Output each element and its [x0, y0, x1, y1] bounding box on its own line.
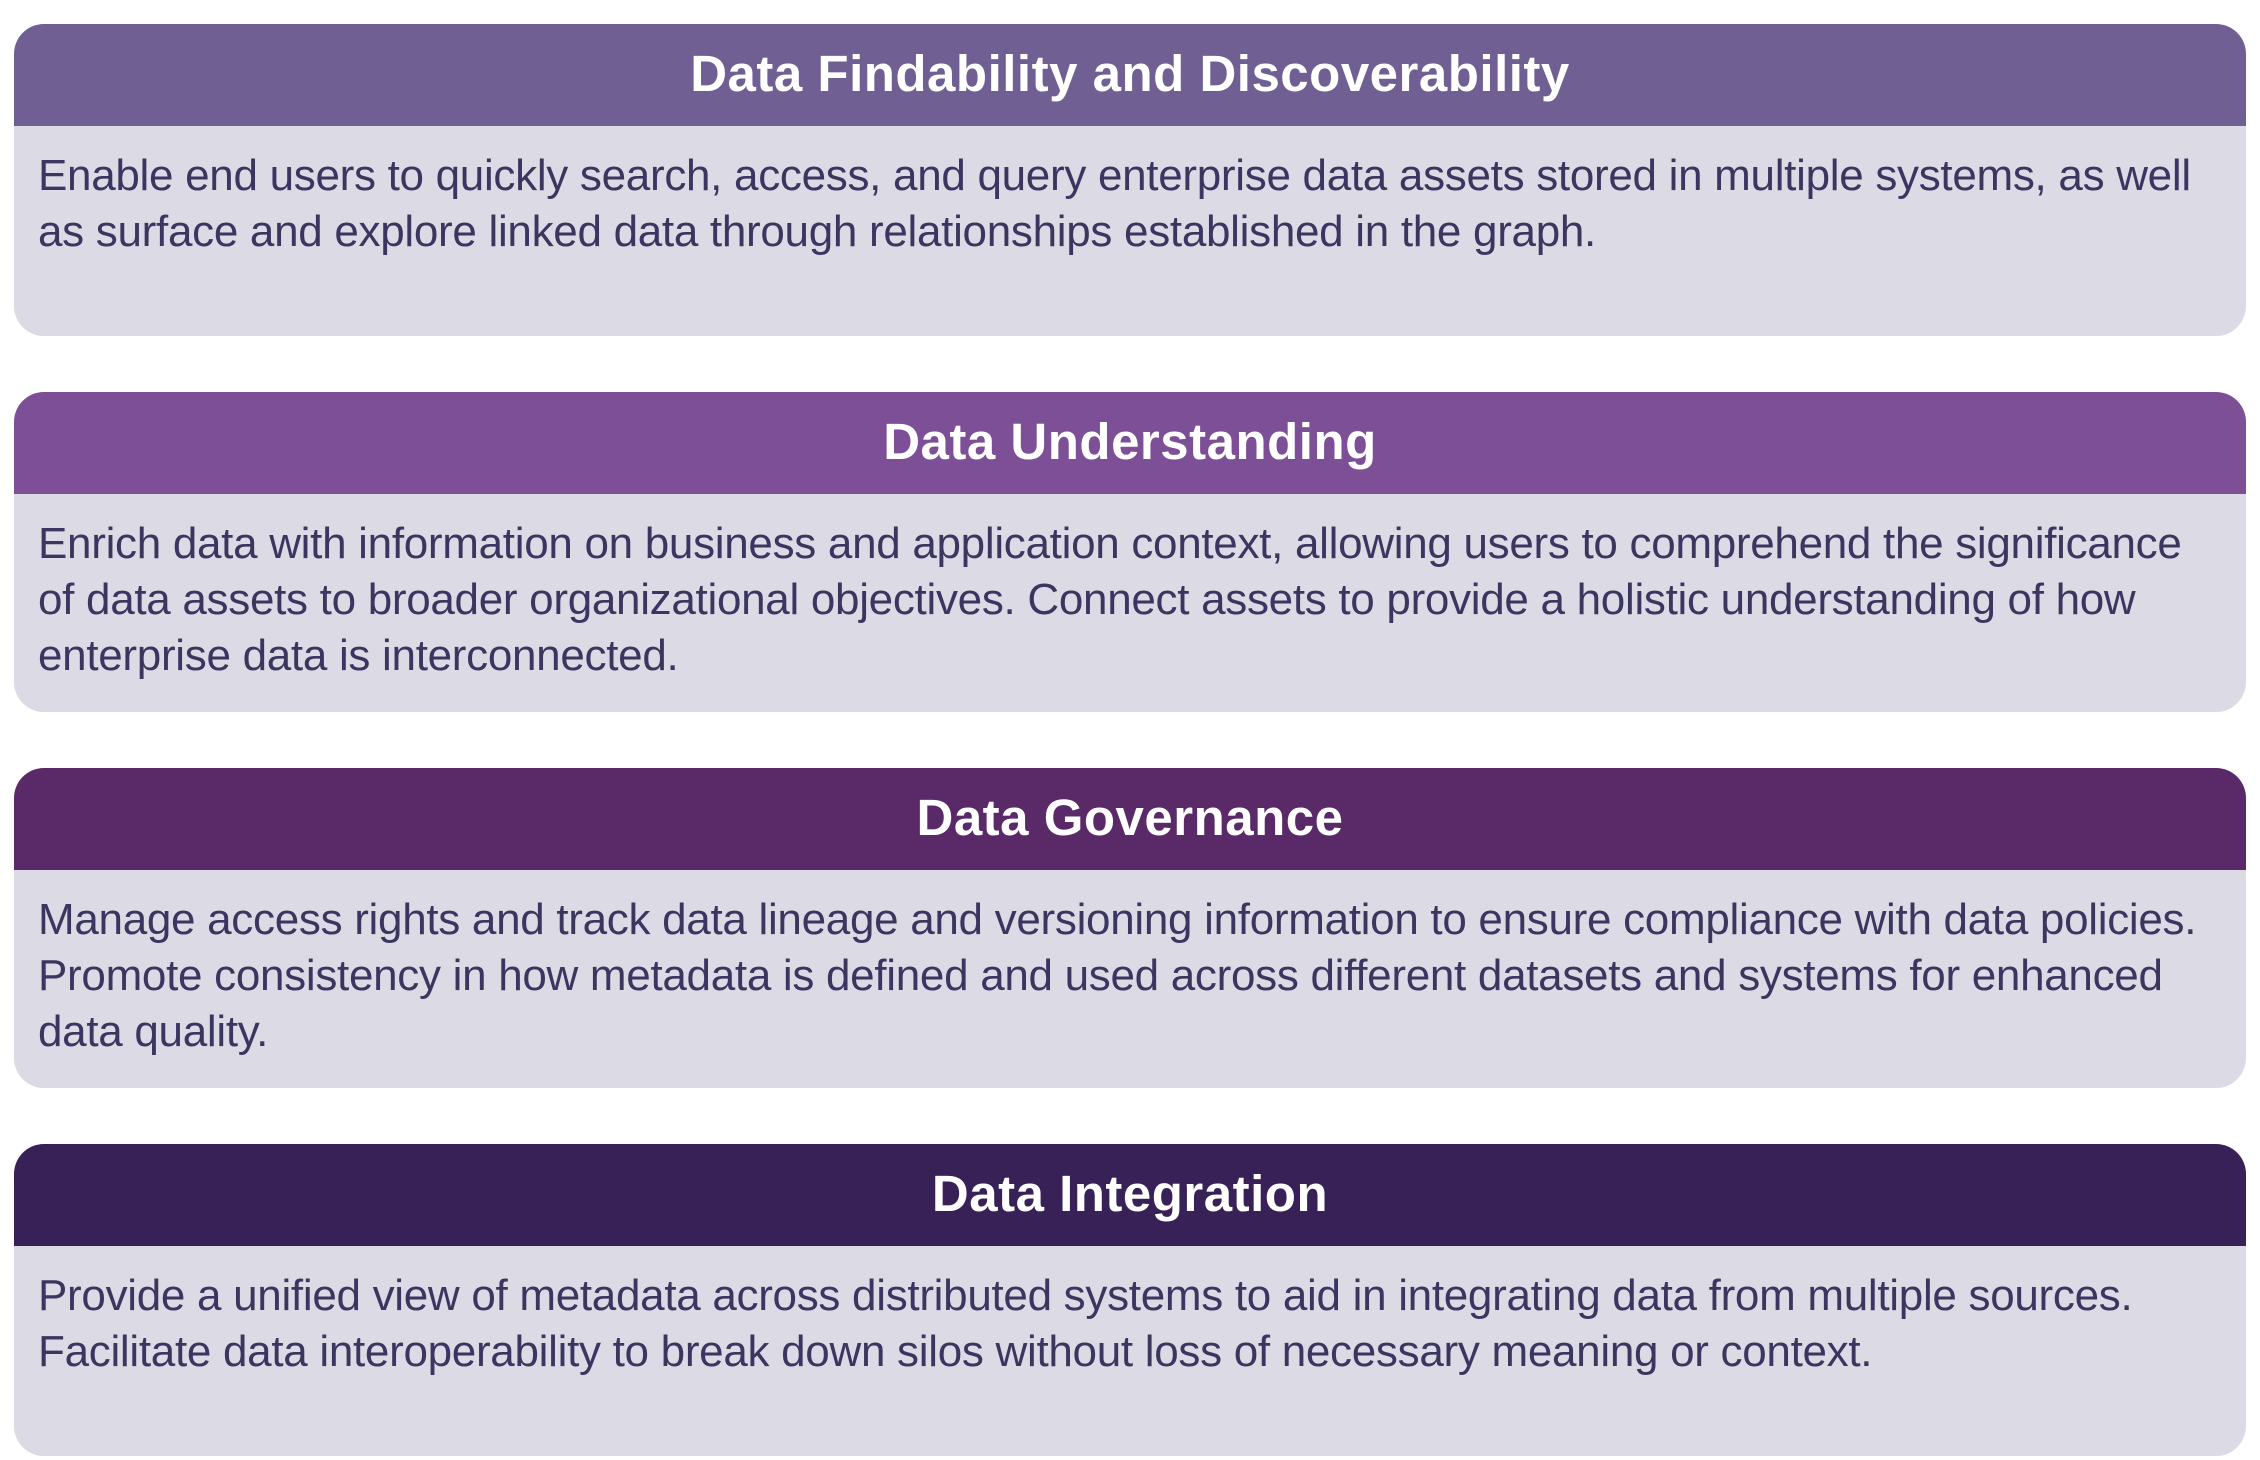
- card-body-data-findability: Enable end users to quickly search, acce…: [14, 126, 2246, 336]
- card-header-data-findability: Data Findability and Discoverability: [14, 24, 2246, 126]
- card-title: Data Integration: [931, 1164, 1329, 1222]
- card-title: Data Governance: [916, 788, 1344, 846]
- card-data-governance: Data Governance Manage access rights and…: [14, 768, 2246, 1088]
- card-title: Data Understanding: [883, 412, 1377, 470]
- card-description: Enrich data with information on business…: [38, 519, 2182, 680]
- card-data-findability: Data Findability and Discoverability Ena…: [14, 24, 2246, 336]
- card-header-data-integration: Data Integration: [14, 1144, 2246, 1246]
- card-data-integration: Data Integration Provide a unified view …: [14, 1144, 2246, 1456]
- card-body-data-integration: Provide a unified view of metadata acros…: [14, 1246, 2246, 1456]
- card-description: Provide a unified view of metadata acros…: [38, 1271, 2133, 1376]
- card-description: Manage access rights and track data line…: [38, 895, 2197, 1056]
- card-title: Data Findability and Discoverability: [690, 44, 1570, 102]
- card-header-data-understanding: Data Understanding: [14, 392, 2246, 494]
- card-description: Enable end users to quickly search, acce…: [38, 151, 2191, 256]
- card-body-data-understanding: Enrich data with information on business…: [14, 494, 2246, 712]
- card-data-understanding: Data Understanding Enrich data with info…: [14, 392, 2246, 712]
- card-body-data-governance: Manage access rights and track data line…: [14, 870, 2246, 1088]
- card-header-data-governance: Data Governance: [14, 768, 2246, 870]
